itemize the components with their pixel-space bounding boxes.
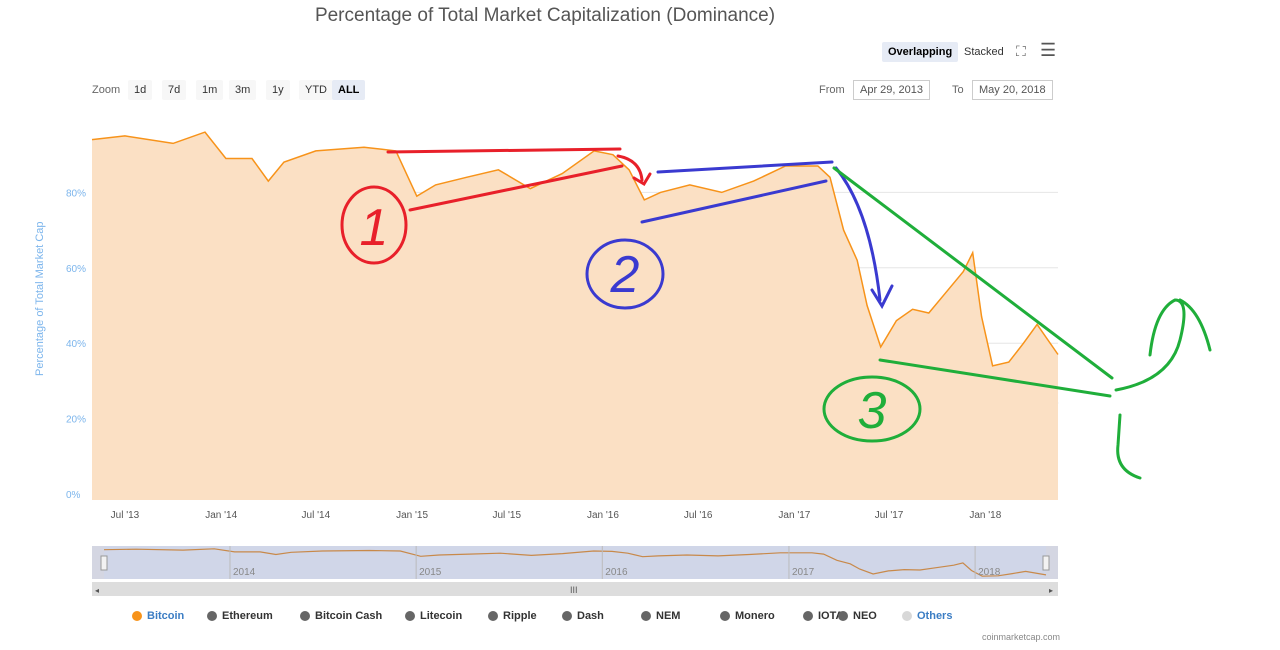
annotation-label-1: 1: [360, 199, 389, 257]
scroll-left-icon: ◂: [95, 586, 99, 595]
x-tick-label: Jul '14: [302, 510, 331, 521]
chart-title: Percentage of Total Market Capitalizatio…: [314, 5, 776, 26]
y-tick-label: 60%: [66, 264, 86, 275]
y-tick-label: 0%: [66, 490, 81, 501]
legend-dot-icon: [207, 611, 217, 621]
legend-dot-icon: [405, 611, 415, 621]
legend-dot-icon: [720, 611, 730, 621]
zoom-ytd-button[interactable]: YTD: [299, 80, 333, 100]
scrollbar-grip-icon: III: [570, 585, 578, 595]
annotation-stroke: [408, 164, 624, 212]
series-area-bitcoin: [92, 132, 1058, 500]
x-tick-label: Jul '16: [684, 510, 713, 521]
navigator-label: 2015: [419, 567, 442, 578]
navigator-label: 2017: [792, 567, 815, 578]
navigator-label: 2018: [978, 567, 1001, 578]
annotation-stroke: [878, 358, 1112, 398]
x-tick-label: Jan '16: [587, 510, 619, 521]
legend-label: Bitcoin: [147, 610, 185, 622]
fullscreen-icon[interactable]: ⛶: [1016, 43, 1026, 59]
legend-item-nem[interactable]: NEM: [641, 610, 680, 622]
legend-label: Bitcoin Cash: [315, 610, 383, 622]
series-line-bitcoin: [91, 131, 1059, 367]
annotation-circle-3: [822, 375, 922, 443]
annotation-stroke: [834, 166, 894, 310]
from-date-input[interactable]: Apr 29, 2013: [853, 80, 930, 100]
annotation-stroke: [640, 179, 828, 224]
scrollbar[interactable]: [92, 582, 1058, 596]
x-tick-label: Jan '17: [778, 510, 810, 521]
legend-label: Litecoin: [420, 610, 463, 622]
legend-label: NEO: [853, 610, 877, 622]
zoom-1m-button[interactable]: 1m: [196, 80, 224, 100]
navigator-handle[interactable]: [1042, 555, 1050, 571]
legend-label: Others: [917, 610, 953, 622]
legend-label: Monero: [735, 610, 775, 622]
legend-dot-icon: [132, 611, 142, 621]
navigator-handle[interactable]: [100, 555, 108, 571]
legend-item-ethereum[interactable]: Ethereum: [207, 610, 273, 622]
legend-item-others[interactable]: Others: [902, 610, 952, 622]
legend-item-iota[interactable]: IOTA: [803, 610, 843, 622]
legend-item-dash[interactable]: Dash: [562, 610, 604, 622]
stacked-button[interactable]: Stacked: [964, 46, 1004, 58]
legend-item-ripple[interactable]: Ripple: [488, 610, 537, 622]
scroll-right-icon: ▸: [1049, 586, 1053, 595]
legend-label: IOTA: [818, 610, 844, 622]
zoom-1y-button[interactable]: 1y: [266, 80, 290, 100]
annotation-stroke: [656, 160, 834, 174]
x-tick-label: Jan '15: [396, 510, 428, 521]
legend-item-litecoin[interactable]: Litecoin: [405, 610, 462, 622]
zoom-3m-button[interactable]: 3m: [229, 80, 257, 100]
to-date-input[interactable]: May 20, 2018: [972, 80, 1053, 100]
annotation-label-3: 3: [858, 382, 887, 440]
legend-item-monero[interactable]: Monero: [720, 610, 775, 622]
x-tick-label: Jan '18: [969, 510, 1001, 521]
legend-dot-icon: [562, 611, 572, 621]
x-tick-label: Jul '17: [875, 510, 904, 521]
x-tick-label: Jul '13: [111, 510, 140, 521]
annotation-label-2: 2: [610, 246, 640, 304]
x-tick-label: Jan '14: [205, 510, 237, 521]
legend-item-neo[interactable]: NEO: [838, 610, 877, 622]
legend-item-bitcoin-cash[interactable]: Bitcoin Cash: [300, 610, 382, 622]
y-tick-label: 40%: [66, 339, 86, 350]
credit-link[interactable]: coinmarketcap.com: [982, 632, 1061, 642]
navigator-label: 2014: [233, 567, 256, 578]
annotation-stroke: [1116, 413, 1142, 480]
legend-dot-icon: [838, 611, 848, 621]
zoom-label: Zoom: [92, 84, 121, 96]
hamburger-menu-icon[interactable]: ☰: [1040, 40, 1057, 60]
annotation-circle-1: [340, 185, 408, 265]
zoom-7d-button[interactable]: 7d: [162, 80, 187, 100]
y-tick-label: 20%: [66, 415, 86, 426]
from-label: From: [819, 84, 845, 96]
y-tick-label: 80%: [66, 188, 86, 199]
annotation-stroke: [386, 147, 622, 154]
legend-item-bitcoin[interactable]: Bitcoin: [132, 610, 184, 622]
annotation-circle-2: [585, 238, 665, 310]
legend-dot-icon: [803, 611, 813, 621]
navigator-label: 2016: [605, 567, 628, 578]
overlapping-button[interactable]: Overlapping: [882, 42, 959, 62]
legend-label: Ethereum: [222, 610, 273, 622]
annotation-stroke: [616, 154, 652, 187]
legend-dot-icon: [641, 611, 651, 621]
legend-dot-icon: [488, 611, 498, 621]
x-tick-label: Jul '15: [492, 510, 521, 521]
legend-dot-icon: [902, 611, 912, 621]
legend-label: NEM: [656, 610, 681, 622]
legend-label: Dash: [577, 610, 604, 622]
annotation-stroke: [832, 166, 1114, 380]
zoom-1d-button[interactable]: 1d: [128, 80, 153, 100]
annotation-stroke: [1114, 298, 1212, 392]
legend-label: Ripple: [503, 610, 537, 622]
zoom-all-button[interactable]: ALL: [332, 80, 366, 100]
navigator-line: [103, 548, 1047, 577]
legend-dot-icon: [300, 611, 310, 621]
to-label: To: [952, 84, 964, 96]
